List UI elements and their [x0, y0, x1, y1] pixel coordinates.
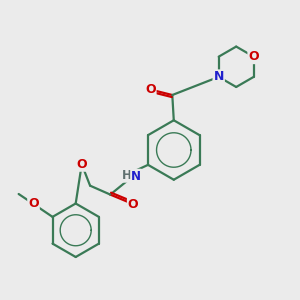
Text: O: O [128, 199, 139, 212]
Text: O: O [145, 82, 156, 96]
Text: O: O [28, 197, 39, 210]
Text: O: O [248, 50, 259, 63]
Text: N: N [214, 70, 224, 83]
Text: H: H [122, 169, 132, 182]
Text: O: O [76, 158, 87, 171]
Text: N: N [131, 170, 141, 183]
